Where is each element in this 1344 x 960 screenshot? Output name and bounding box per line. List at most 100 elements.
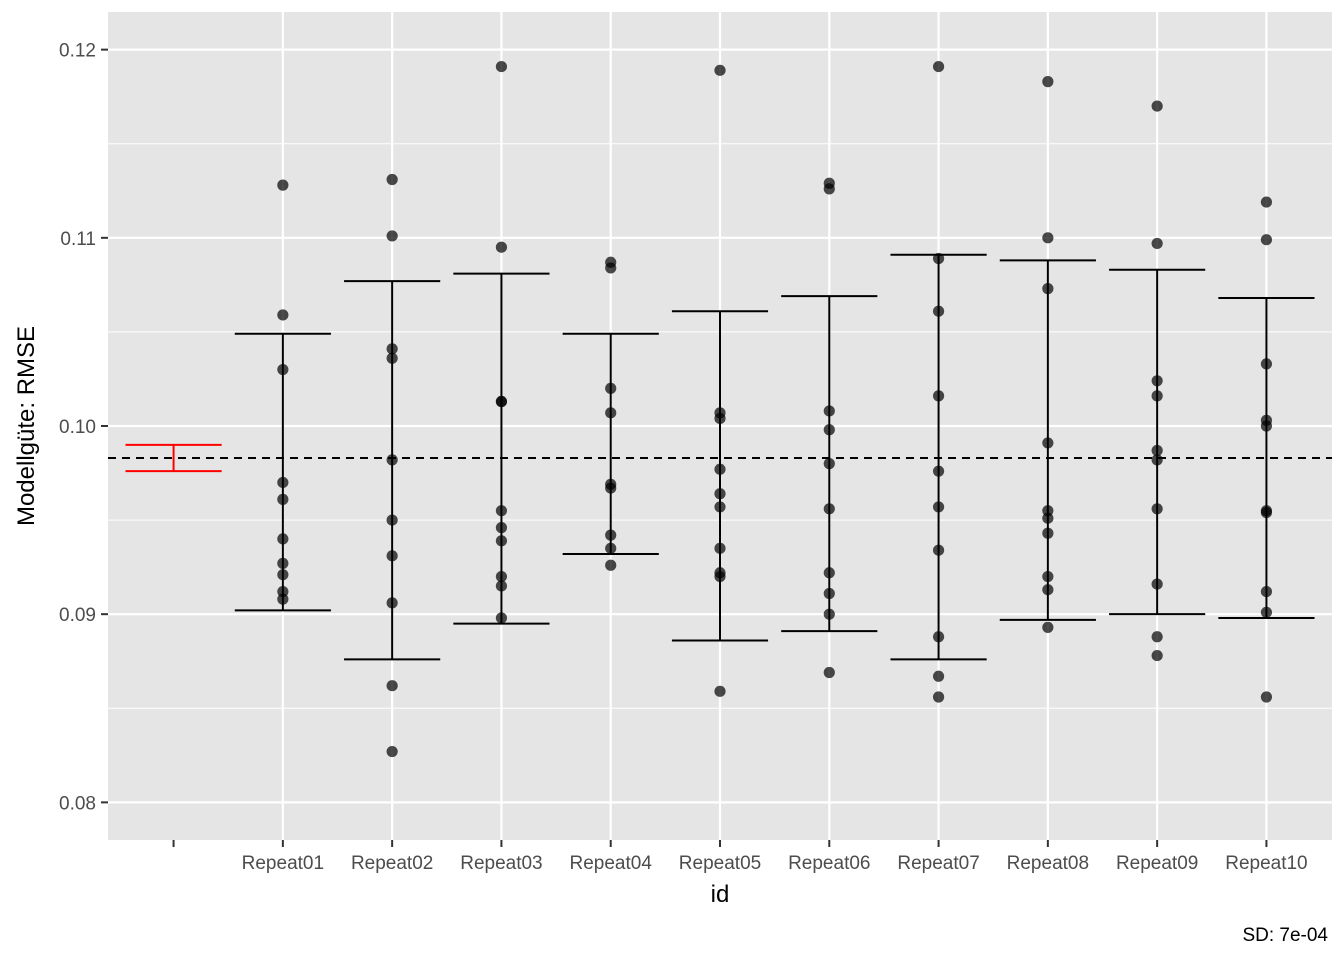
y-tick-label: 0.09 (59, 605, 96, 626)
data-point-repeat03 (495, 612, 508, 624)
errorbar-repeat04 (562, 332, 659, 555)
data-point-repeat07 (932, 465, 945, 477)
data-point-repeat05 (714, 412, 726, 425)
data-point-repeat08 (1042, 584, 1054, 596)
data-point-repeat08 (1042, 621, 1054, 633)
data-point-repeat08 (1042, 512, 1054, 524)
data-point-repeat08 (1042, 570, 1054, 583)
data-point-repeat05 (714, 570, 726, 583)
y-tick-label: 0.10 (59, 417, 96, 438)
x-tick-label: Repeat07 (897, 853, 979, 874)
y-tick-label: 0.12 (59, 41, 96, 62)
errorbar-repeat05 (671, 310, 769, 642)
data-point-repeat05 (714, 488, 726, 500)
data-point-repeat02 (386, 343, 398, 355)
data-point-repeat09 (1151, 578, 1163, 590)
data-point-repeat07 (932, 60, 945, 73)
data-point-repeat07 (932, 691, 945, 703)
x-axis: Repeat01 Repeat02 Repeat03 Repeat04 Repeat05… (172, 840, 1308, 874)
data-point-repeat04 (605, 382, 617, 394)
data-point-repeat07 (932, 252, 945, 265)
data-point-repeat10 (1260, 586, 1273, 598)
data-point-repeat01 (277, 533, 289, 545)
y-axis-title: Modellgüte: RMSE (13, 326, 40, 526)
data-point-repeat05 (714, 463, 726, 475)
x-tick-label: Repeat02 (351, 853, 433, 874)
errorbar-repeat10 (1218, 297, 1315, 619)
data-point-repeat05 (714, 542, 726, 554)
data-point-repeat02 (386, 173, 398, 186)
data-point-repeat03 (495, 522, 508, 534)
data-point-repeat01 (277, 309, 289, 321)
data-point-repeat01 (277, 476, 289, 489)
data-point-repeat10 (1260, 358, 1273, 370)
x-tick-label: Repeat05 (679, 853, 761, 874)
x-tick-label: Repeat10 (1225, 853, 1307, 874)
y-tick-label: 0.08 (59, 793, 96, 814)
data-point-repeat08 (1042, 283, 1054, 295)
data-point-repeat06 (823, 503, 835, 515)
data-point-repeat09 (1151, 454, 1163, 466)
data-point-repeat09 (1151, 631, 1163, 643)
data-point-repeat01 (277, 593, 289, 605)
data-point-repeat07 (932, 670, 945, 682)
data-point-repeat03 (495, 580, 508, 592)
data-point-repeat10 (1260, 420, 1273, 432)
data-point-repeat05 (714, 685, 726, 697)
data-point-repeat07 (932, 390, 945, 402)
data-point-repeat10 (1260, 606, 1273, 618)
data-point-repeat01 (277, 557, 289, 569)
data-point-repeat03 (495, 395, 508, 408)
data-point-repeat01 (277, 363, 289, 376)
data-point-repeat06 (823, 567, 835, 579)
y-tick-label: 0.11 (60, 229, 96, 250)
data-point-repeat05 (714, 501, 726, 513)
data-point-repeat04 (605, 542, 617, 554)
data-point-repeat02 (386, 514, 398, 526)
data-point-repeat04 (605, 482, 617, 494)
data-point-repeat04 (605, 529, 617, 541)
data-point-repeat01 (277, 179, 289, 191)
data-point-repeat10 (1260, 506, 1273, 519)
data-point-repeat01 (277, 493, 289, 505)
data-point-repeat09 (1151, 390, 1163, 402)
data-point-repeat03 (495, 60, 508, 73)
data-point-repeat05 (714, 64, 726, 76)
x-tick-label: Repeat04 (570, 853, 653, 874)
data-point-repeat06 (823, 183, 835, 195)
data-point-repeat09 (1151, 375, 1163, 387)
data-point-repeat01 (277, 569, 289, 581)
data-point-repeat09 (1151, 503, 1163, 515)
data-point-repeat08 (1042, 437, 1054, 449)
data-point-repeat02 (386, 230, 398, 242)
data-point-repeat08 (1042, 527, 1054, 539)
data-point-repeat10 (1260, 196, 1273, 208)
x-tick-label: Repeat01 (242, 853, 324, 874)
data-point-repeat06 (823, 424, 835, 436)
errorbars (125, 253, 1315, 661)
data-point-repeat02 (386, 352, 398, 364)
data-point-repeat04 (605, 262, 617, 274)
data-point-repeat03 (495, 505, 508, 517)
x-tick-label: Repeat06 (788, 853, 870, 874)
data-point-repeat02 (386, 550, 398, 562)
data-point-repeat10 (1260, 691, 1273, 703)
x-tick-label: Repeat09 (1116, 853, 1198, 874)
x-tick-label: Repeat03 (460, 853, 542, 874)
data-point-repeat07 (932, 501, 945, 513)
x-tick-label: Repeat08 (1007, 853, 1089, 874)
data-point-repeat10 (1260, 234, 1273, 246)
data-point-repeat08 (1042, 76, 1054, 88)
data-points (277, 60, 1273, 758)
data-point-repeat09 (1151, 649, 1163, 662)
data-point-repeat06 (823, 587, 835, 600)
y-axis: 0.08 0.09 0.10 0.11 0.12 (59, 41, 108, 814)
data-point-repeat07 (932, 544, 945, 556)
data-point-repeat03 (495, 570, 508, 583)
overall-errorbar (125, 443, 222, 473)
data-point-repeat03 (495, 535, 508, 547)
errorbar-repeat09 (1109, 268, 1206, 616)
x-axis-title: id (711, 881, 730, 908)
data-point-repeat04 (605, 407, 617, 419)
